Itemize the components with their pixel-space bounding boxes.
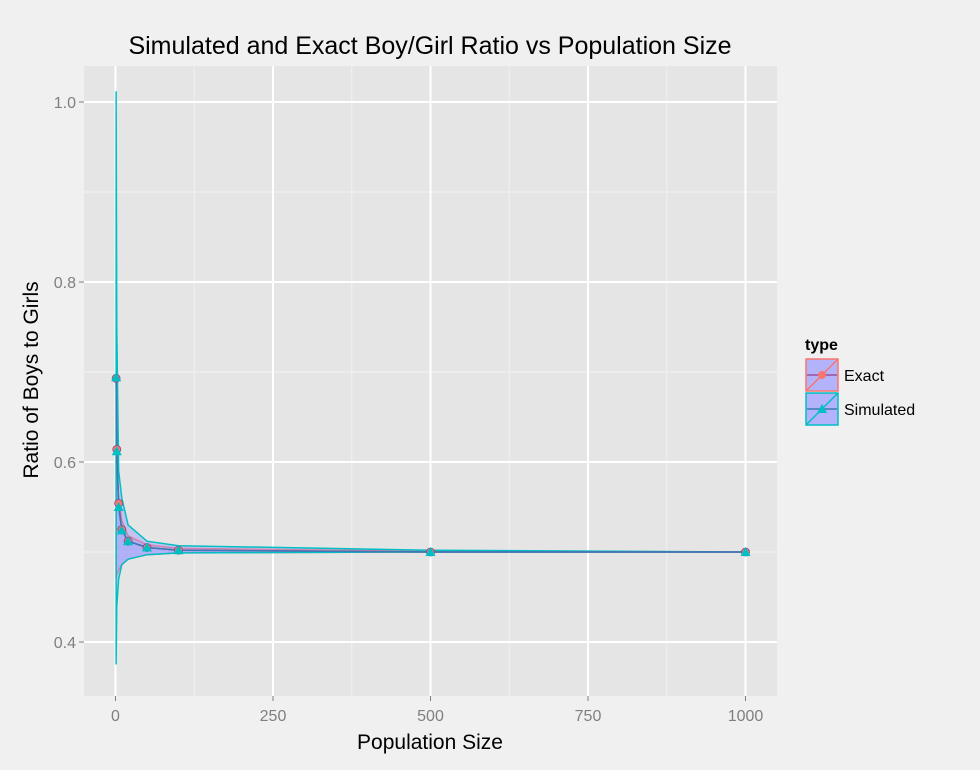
x-tick-label: 1000 [728,708,764,725]
y-tick-label: 1.0 [54,95,76,112]
x-axis-ticks: 0 250 500 750 1000 [111,696,763,725]
data-point-simulated [740,547,751,556]
chart-title: Simulated and Exact Boy/Girl Ratio vs Po… [128,32,731,60]
y-axis-ticks: 0.4 0.6 0.8 1.0 [54,95,84,652]
legend-keys: Exact Simulated [805,358,915,426]
legend: type Exact Simulated [805,337,915,426]
data-point-simulated [142,542,152,552]
y-axis-title: Ratio of Boys to Girls [20,281,43,478]
data-point-simulated [111,372,122,382]
data-point-simulated [113,502,124,511]
data-point-simulated [173,545,184,555]
data-point-simulated [116,525,127,535]
legend-label-simulated: Simulated [844,402,915,419]
data-point-simulated [425,547,436,556]
legend-key-marker [818,371,826,379]
data-point-simulated [123,536,134,546]
y-tick-label: 0.4 [54,635,76,652]
x-axis-title: Population Size [357,731,503,754]
y-tick-label: 0.6 [54,455,76,472]
x-tick-label: 500 [417,708,444,725]
x-tick-label: 750 [575,708,602,725]
series-markers [111,372,751,557]
legend-label-exact: Exact [844,368,885,385]
legend-title: type [805,337,838,354]
data-point-simulated [111,446,122,456]
x-tick-label: 250 [260,708,287,725]
x-tick-label: 0 [111,708,120,725]
y-tick-label: 0.8 [54,275,76,292]
legend-key-marker [817,404,827,413]
